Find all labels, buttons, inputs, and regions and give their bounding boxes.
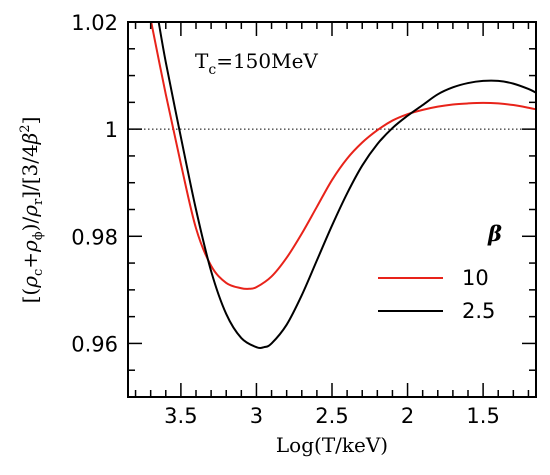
y-tick-label: 0.98 (71, 225, 118, 249)
y-axis-label: [(ρc+ρϕ)/ρr]/[3/4β2] (18, 117, 46, 304)
plot-frame (127, 21, 537, 398)
x-tick-label: 3 (250, 404, 263, 428)
legend-label-2-5: 2.5 (462, 299, 495, 323)
series-line-2-5 (157, 22, 536, 350)
x-tick-label: 2.5 (315, 404, 348, 428)
legend-label-10: 10 (462, 266, 489, 290)
x-tick-label: 1.5 (466, 404, 499, 428)
x-tick-label: 2 (401, 404, 414, 428)
annotation-main: T (195, 49, 209, 73)
annotation-rest: =150MeV (216, 49, 318, 73)
y-tick-label: 1 (105, 118, 118, 142)
series-group (150, 22, 536, 350)
tick-labels-group: 3.5 3 2.5 2 1.5 0.96 0.98 1 1.02 (71, 11, 500, 428)
legend-title: β (487, 221, 502, 246)
annotation-sub: c (208, 62, 216, 78)
y-tick-label: 0.96 (71, 332, 118, 356)
x-axis-label: Log(T/keV) (276, 433, 388, 457)
series-line-10 (150, 22, 536, 290)
x-tick-label: 3.5 (164, 404, 197, 428)
annotation-tc: Tc=150MeV (195, 49, 318, 78)
tick-marks-group (128, 21, 536, 398)
y-tick-label: 1.02 (71, 11, 118, 35)
